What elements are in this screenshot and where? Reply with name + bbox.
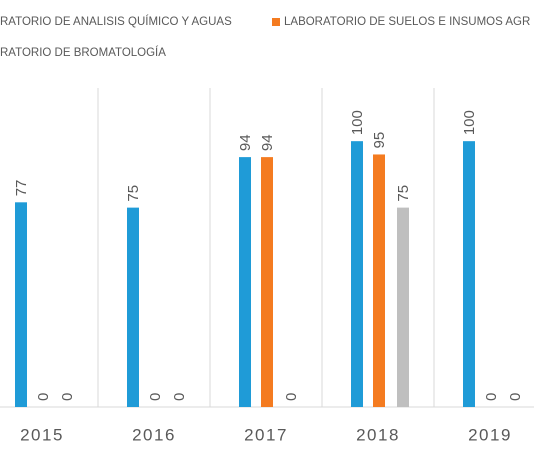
value-label: 0 — [283, 393, 300, 401]
legend-label: RATORIO DE BROMATOLOGÍA — [0, 46, 166, 59]
legend-label: LABORATORIO DE SUELOS E INSUMOS AGR — [284, 16, 530, 28]
value-label: 100 — [461, 110, 478, 135]
value-label: 77 — [13, 180, 30, 197]
bar — [261, 157, 273, 407]
value-label: 94 — [237, 134, 254, 151]
value-label: 94 — [259, 134, 276, 151]
bar — [463, 141, 475, 407]
x-tick-label: 2019 — [468, 425, 512, 444]
x-tick-label: 2016 — [132, 425, 176, 444]
bar — [15, 202, 27, 407]
bar — [239, 157, 251, 407]
bar — [351, 141, 363, 407]
value-label: 0 — [35, 393, 52, 401]
x-tick-label: 2017 — [244, 425, 288, 444]
value-label: 100 — [349, 110, 366, 135]
legend-marker — [272, 18, 280, 26]
value-label: 0 — [507, 393, 524, 401]
category-separators — [97, 88, 435, 407]
x-tick-label: 2018 — [356, 425, 400, 444]
value-label: 0 — [59, 393, 76, 401]
x-tick-label: 2015 — [20, 425, 64, 444]
value-label: 0 — [171, 393, 188, 401]
value-label: 0 — [147, 393, 164, 401]
value-label: 75 — [395, 185, 412, 202]
value-label: 95 — [371, 132, 388, 149]
bar — [397, 207, 409, 407]
value-label: 75 — [125, 185, 142, 202]
bar — [373, 154, 385, 407]
bar — [127, 207, 139, 407]
legend-label: RATORIO DE ANALISIS QUÍMICO Y AGUAS — [0, 15, 232, 28]
value-label: 0 — [483, 393, 500, 401]
